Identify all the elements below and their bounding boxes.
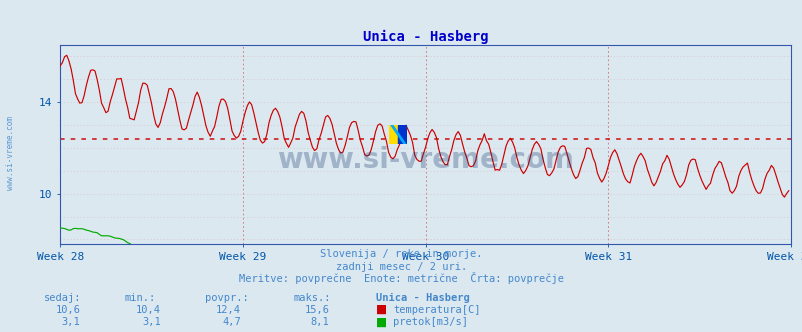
Text: 3,1: 3,1 xyxy=(142,317,160,327)
Text: povpr.:: povpr.: xyxy=(205,293,248,303)
Text: ■: ■ xyxy=(375,303,387,316)
Text: Meritve: povprečne  Enote: metrične  Črta: povprečje: Meritve: povprečne Enote: metrične Črta:… xyxy=(239,272,563,284)
Bar xyxy=(398,124,407,144)
Text: 8,1: 8,1 xyxy=(310,317,329,327)
Bar xyxy=(389,124,398,144)
Text: maks.:: maks.: xyxy=(293,293,330,303)
Text: min.:: min.: xyxy=(124,293,156,303)
Text: 15,6: 15,6 xyxy=(304,305,329,315)
Text: pretok[m3/s]: pretok[m3/s] xyxy=(393,317,468,327)
Text: 4,7: 4,7 xyxy=(222,317,241,327)
Text: ■: ■ xyxy=(375,315,387,328)
Text: temperatura[C]: temperatura[C] xyxy=(393,305,480,315)
Text: 10,4: 10,4 xyxy=(136,305,160,315)
Text: sedaj:: sedaj: xyxy=(44,293,82,303)
Text: www.si-vreme.com: www.si-vreme.com xyxy=(6,116,15,190)
Text: 3,1: 3,1 xyxy=(62,317,80,327)
Text: zadnji mesec / 2 uri.: zadnji mesec / 2 uri. xyxy=(335,262,467,272)
Title: Unica - Hasberg: Unica - Hasberg xyxy=(363,30,488,43)
Text: 12,4: 12,4 xyxy=(216,305,241,315)
Text: Slovenija / reke in morje.: Slovenija / reke in morje. xyxy=(320,249,482,259)
Text: 10,6: 10,6 xyxy=(55,305,80,315)
Text: Unica - Hasberg: Unica - Hasberg xyxy=(375,293,469,303)
Text: www.si-vreme.com: www.si-vreme.com xyxy=(277,146,573,174)
